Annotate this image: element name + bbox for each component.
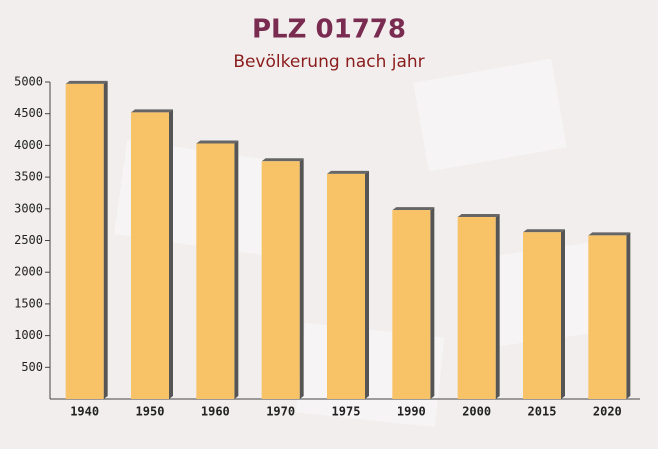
x-tick-label: 2015 bbox=[528, 405, 557, 419]
y-tick-label: 1000 bbox=[14, 328, 43, 342]
bar-side bbox=[495, 214, 500, 399]
y-tick-label: 2500 bbox=[14, 233, 43, 247]
x-tick-label: 1960 bbox=[201, 405, 230, 419]
x-tick-label: 2000 bbox=[462, 405, 491, 419]
bar-side bbox=[299, 158, 304, 399]
bar-top bbox=[131, 109, 173, 113]
bar-top bbox=[327, 170, 369, 174]
y-tick-label: 500 bbox=[21, 360, 43, 374]
bar bbox=[65, 83, 104, 399]
x-tick-label: 1970 bbox=[266, 405, 295, 419]
bar-side bbox=[103, 80, 108, 399]
bar bbox=[588, 235, 627, 399]
y-tick-label: 2000 bbox=[14, 265, 43, 279]
bar-top bbox=[65, 80, 108, 84]
bar-top bbox=[392, 207, 435, 211]
bar-side bbox=[626, 232, 631, 399]
bar bbox=[457, 217, 496, 399]
chart-subtitle: Bevölkerung nach jahr bbox=[233, 52, 424, 72]
y-tick-label: 5000 bbox=[14, 75, 43, 89]
x-tick-label: 1950 bbox=[136, 405, 165, 419]
bar-top bbox=[261, 158, 304, 162]
bar bbox=[196, 143, 235, 399]
bar bbox=[392, 210, 431, 399]
y-tick-label: 4000 bbox=[14, 138, 43, 152]
bar-side bbox=[365, 170, 369, 399]
y-tick-label: 4500 bbox=[14, 106, 43, 120]
x-tick-label: 1975 bbox=[332, 405, 361, 419]
bar bbox=[131, 112, 169, 399]
bar bbox=[327, 173, 365, 399]
bar bbox=[261, 161, 300, 399]
x-tick-label: 1990 bbox=[397, 405, 426, 419]
bar-side bbox=[169, 109, 173, 399]
bar-top bbox=[523, 229, 565, 233]
chart-title: PLZ 01778 bbox=[252, 15, 406, 45]
x-tick-label: 2020 bbox=[593, 405, 622, 419]
bar-side bbox=[561, 229, 565, 399]
bar bbox=[523, 232, 561, 399]
x-tick-label: 1940 bbox=[70, 405, 99, 419]
bar-top bbox=[196, 140, 239, 144]
bar-top bbox=[457, 214, 500, 218]
bar-side bbox=[234, 140, 239, 400]
bar-side bbox=[430, 207, 435, 399]
bar-top bbox=[588, 232, 631, 236]
y-tick-label: 3000 bbox=[14, 201, 43, 215]
y-tick-label: 3500 bbox=[14, 170, 43, 184]
y-tick-label: 1500 bbox=[14, 296, 43, 310]
